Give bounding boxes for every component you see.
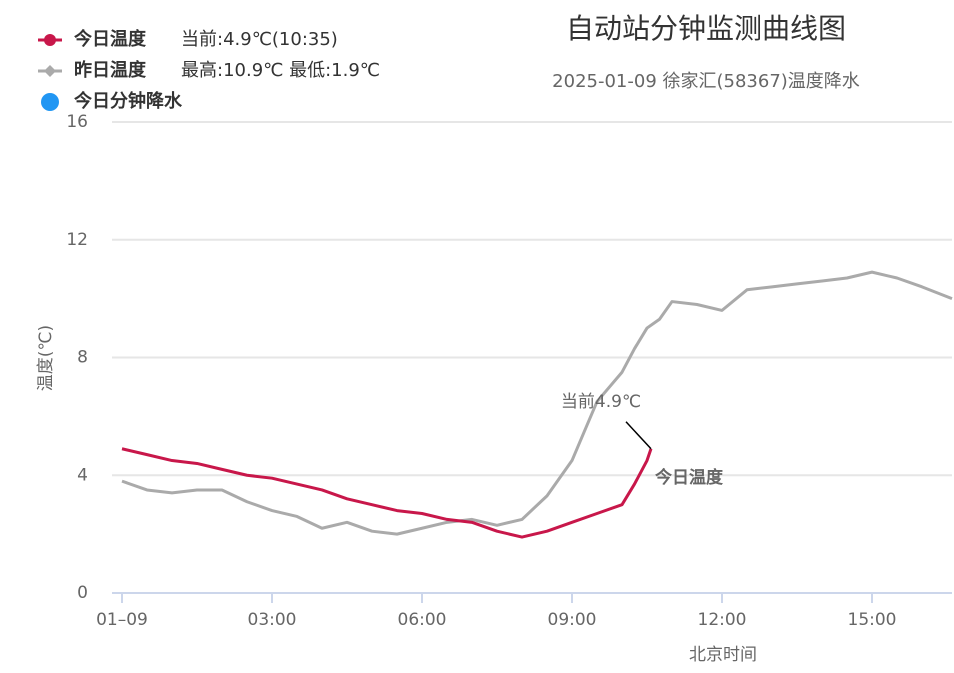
legend-marker: [44, 65, 56, 77]
legend-label: 今日温度: [74, 28, 147, 50]
annotation: 当前4.9℃: [561, 392, 641, 412]
x-tick-label: 06:00: [398, 610, 447, 630]
series-line: [121, 270, 953, 536]
legend-label: 昨日温度: [74, 59, 147, 81]
legend-note: 最高:10.9℃ 最低:1.9℃: [181, 60, 380, 81]
series-end-label: 今日温度: [655, 467, 724, 488]
chart-title: 自动站分钟监测曲线图: [566, 12, 846, 45]
x-tick-label: 01–09: [96, 610, 148, 630]
y-tick-label: 8: [77, 348, 88, 368]
legend-label: 今日分钟降水: [74, 90, 183, 112]
x-tick-label: 15:00: [848, 610, 897, 630]
y-tick-label: 16: [66, 112, 88, 132]
series-line: [121, 447, 653, 539]
y-tick-label: 4: [77, 465, 88, 485]
y-tick-label: 12: [66, 230, 88, 250]
legend-note: 当前:4.9℃(10:35): [181, 29, 338, 50]
chart-subtitle: 2025-01-09 徐家汇(58367)温度降水: [552, 71, 860, 92]
legend-marker: [41, 93, 59, 111]
annotation-line: [625, 421, 652, 450]
x-axis-title: 北京时间: [689, 645, 757, 665]
x-tick-label: 03:00: [248, 610, 297, 630]
y-tick-label: 0: [77, 583, 88, 603]
x-tick-label: 09:00: [548, 610, 597, 630]
legend-marker: [44, 34, 56, 46]
x-tick-label: 12:00: [698, 610, 747, 630]
y-axis-title: 温度(℃): [36, 325, 56, 391]
